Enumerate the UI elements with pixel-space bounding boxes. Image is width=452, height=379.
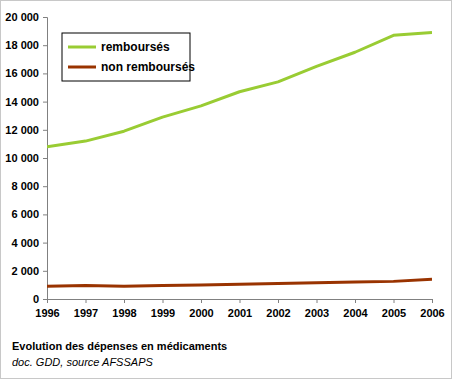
plot: 0 2 000 4 000 6 000 8 000 10 000 12 000 14 000 1… xyxy=(5,11,444,319)
x-axis-line xyxy=(48,300,433,304)
y-axis: 0 2 000 4 000 6 000 8 000 10 000 12 000 14 000 1… xyxy=(5,11,47,305)
y-tick-label: 8 000 xyxy=(11,180,39,192)
y-tick-mark xyxy=(43,271,47,272)
y-tick: 8 000 xyxy=(11,180,47,192)
y-tick-mark xyxy=(43,45,47,46)
x-tick-label: 1996 xyxy=(35,307,59,319)
y-tick-label: 10 000 xyxy=(5,152,39,164)
y-tick-label: 20 000 xyxy=(5,11,39,23)
y-tick-label: 2 000 xyxy=(11,265,39,277)
x-tick-label: 2005 xyxy=(382,307,406,319)
subtitle: doc. GDD, source AFSSAPS xyxy=(12,356,153,368)
chart: 0 2 000 4 000 6 000 8 000 10 000 12 000 14 000 1… xyxy=(0,0,452,379)
y-tick-mark xyxy=(43,102,47,103)
x-axis: 1996 1997 1998 1999 2000 2001 2002 2003 2004 2005… xyxy=(35,299,444,319)
y-tick-mark xyxy=(43,73,47,74)
x-tick-label: 1999 xyxy=(151,307,175,319)
x-tick: 2003 xyxy=(305,299,329,319)
series-line xyxy=(47,33,432,147)
x-tick-mark xyxy=(86,299,87,303)
x-tick-label: 2000 xyxy=(189,307,213,319)
y-tick: 10 000 xyxy=(5,152,47,164)
y-tick: 20 000 xyxy=(5,11,47,23)
legend: remboursés non remboursés xyxy=(62,33,195,81)
x-tick-mark xyxy=(240,299,241,303)
y-tick-mark xyxy=(43,17,47,18)
y-tick: 14 000 xyxy=(5,96,47,108)
y-tick: 4 000 xyxy=(11,237,47,249)
x-tick: 2005 xyxy=(382,299,406,319)
legend-label: non remboursés xyxy=(101,60,195,74)
x-tick: 1998 xyxy=(112,299,136,319)
y-tick-mark xyxy=(43,130,47,131)
y-tick-label: 12 000 xyxy=(5,124,39,136)
x-tick-mark xyxy=(394,299,395,303)
x-tick-label: 2003 xyxy=(305,307,329,319)
x-tick-mark xyxy=(47,299,48,303)
x-tick-label: 1997 xyxy=(74,307,98,319)
x-tick-label: 2001 xyxy=(228,307,252,319)
x-tick-mark xyxy=(124,299,125,303)
y-tick: 6 000 xyxy=(11,208,47,220)
y-tick: 2 000 xyxy=(11,265,47,277)
x-tick-mark xyxy=(163,299,164,303)
y-axis-line xyxy=(43,18,48,300)
x-tick-mark xyxy=(278,299,279,303)
y-tick-label: 16 000 xyxy=(5,67,39,79)
x-tick-mark xyxy=(317,299,318,303)
frame xyxy=(1,1,452,379)
legend-label: remboursés xyxy=(101,40,170,54)
legend-swatch xyxy=(68,46,96,49)
legend-swatch xyxy=(68,66,96,69)
y-tick: 16 000 xyxy=(5,67,47,79)
x-tick: 2000 xyxy=(189,299,213,319)
x-tick: 2001 xyxy=(228,299,252,319)
y-tick: 18 000 xyxy=(5,39,47,51)
series-line xyxy=(47,279,432,286)
y-tick-label: 18 000 xyxy=(5,39,39,51)
x-tick: 1996 xyxy=(35,299,59,319)
x-tick: 2004 xyxy=(343,299,368,319)
lines xyxy=(47,33,432,287)
x-tick-label: 2006 xyxy=(420,307,444,319)
x-tick: 1997 xyxy=(74,299,98,319)
x-tick-mark xyxy=(355,299,356,303)
y-tick: 0 xyxy=(33,293,47,305)
y-tick-mark xyxy=(43,186,47,187)
y-tick-label: 6 000 xyxy=(11,208,39,220)
x-tick: 1999 xyxy=(151,299,175,319)
x-tick-mark xyxy=(201,299,202,303)
y-tick-label: 0 xyxy=(33,293,39,305)
y-tick-mark xyxy=(43,158,47,159)
x-tick-label: 2004 xyxy=(343,307,368,319)
x-tick-label: 1998 xyxy=(112,307,136,319)
x-tick: 2006 xyxy=(420,299,444,319)
y-tick-mark xyxy=(43,243,47,244)
y-tick-mark xyxy=(43,214,47,215)
x-tick: 2002 xyxy=(266,299,290,319)
y-tick-label: 4 000 xyxy=(11,237,39,249)
x-tick-mark xyxy=(432,299,433,303)
x-tick-label: 2002 xyxy=(266,307,290,319)
y-tick-mark xyxy=(43,299,47,300)
title: Evolution des dépenses en médicaments xyxy=(12,340,227,352)
y-tick-label: 14 000 xyxy=(5,96,39,108)
y-tick: 12 000 xyxy=(5,124,47,136)
